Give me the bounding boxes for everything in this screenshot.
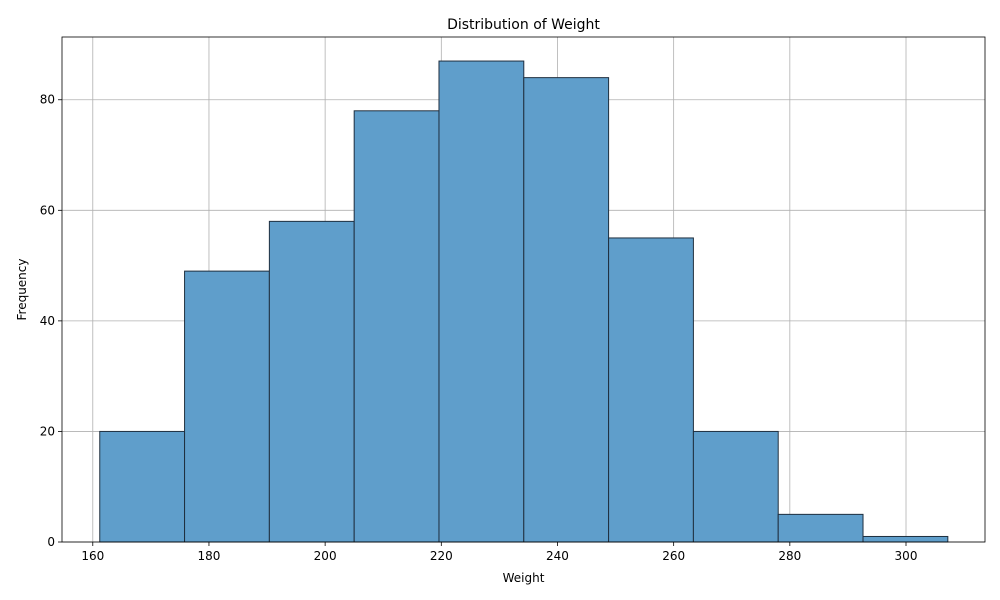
x-tick-label: 180 bbox=[198, 549, 221, 563]
plot-frame bbox=[61, 36, 986, 543]
x-axis-label: Weight bbox=[503, 571, 545, 585]
histogram-bar bbox=[184, 270, 270, 543]
histogram-bar bbox=[862, 535, 949, 543]
x-tick-label: 240 bbox=[546, 549, 569, 563]
x-tick-label: 300 bbox=[895, 549, 918, 563]
y-tick-label: 20 bbox=[40, 424, 55, 438]
axis-ticks: 160 180 200 220 240 260 280 300 0 20 40 60 80 bbox=[40, 93, 918, 563]
y-tick-label: 80 bbox=[40, 93, 55, 107]
histogram-bar bbox=[777, 513, 864, 543]
histogram-bar bbox=[608, 237, 694, 543]
y-tick-label: 40 bbox=[40, 314, 55, 328]
chart-title: Distribution of Weight bbox=[447, 17, 600, 33]
x-tick-label: 220 bbox=[430, 549, 453, 563]
x-tick-label: 160 bbox=[81, 549, 104, 563]
y-axis-label: Frequency bbox=[15, 259, 29, 321]
histogram-bar bbox=[523, 77, 610, 543]
x-tick-label: 280 bbox=[778, 549, 801, 563]
histogram-bar bbox=[692, 430, 779, 543]
y-tick-label: 60 bbox=[40, 203, 55, 217]
histogram-bar bbox=[268, 220, 355, 543]
histogram-bars bbox=[99, 60, 949, 543]
y-tick-label: 0 bbox=[47, 535, 55, 549]
histogram-bar bbox=[438, 60, 525, 543]
histogram-bar bbox=[99, 430, 186, 543]
histogram-bar bbox=[353, 110, 440, 543]
x-tick-label: 260 bbox=[662, 549, 685, 563]
x-tick-label: 200 bbox=[314, 549, 337, 563]
